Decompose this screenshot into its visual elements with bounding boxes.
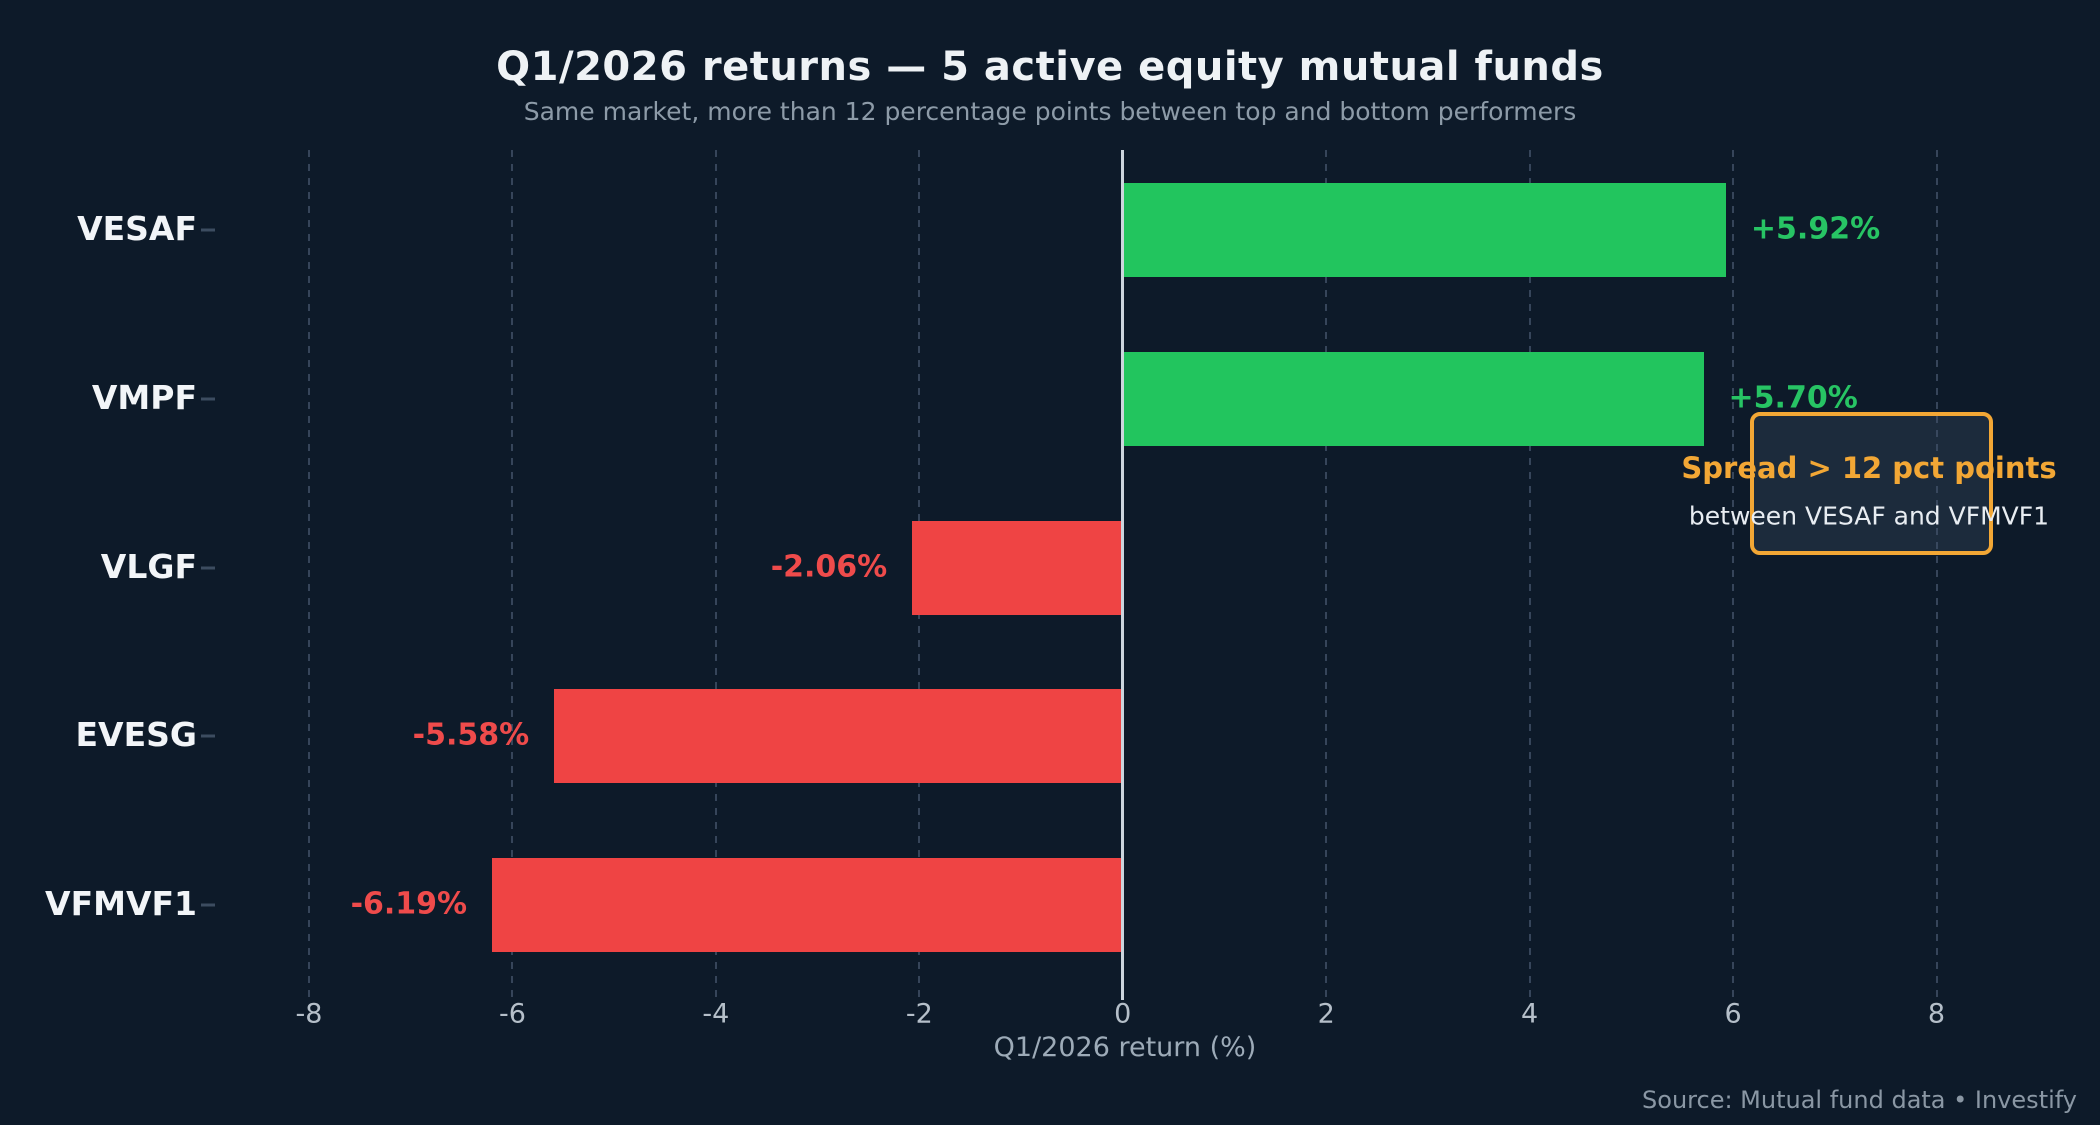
chart-subtitle: Same market, more than 12 percentage poi… xyxy=(523,97,1577,126)
annotation-box xyxy=(1750,412,1993,555)
gridline xyxy=(1732,150,1735,997)
gridline xyxy=(307,150,310,997)
value-label-vesaf: +5.92% xyxy=(1750,211,1881,247)
bar-vlgf xyxy=(911,520,1122,615)
x-tick-label: -8 xyxy=(295,998,323,1030)
y-tick-mark xyxy=(201,734,215,738)
bar-vfmvf1 xyxy=(491,858,1122,952)
x-tick-label: -4 xyxy=(702,998,730,1030)
x-tick-label: 0 xyxy=(1114,998,1132,1030)
value-label-vfmvf1: -6.19% xyxy=(350,886,468,922)
category-label-vfmvf1: VFMVF1 xyxy=(45,883,197,923)
annotation-subtext: between VESAF and VFMVF1 xyxy=(1688,501,2050,531)
gridline xyxy=(714,150,717,997)
value-label-vmpf: +5.70% xyxy=(1728,380,1858,416)
x-tick-label: -2 xyxy=(905,998,933,1030)
category-label-vmpf: VMPF xyxy=(91,377,197,417)
x-tick-label: 8 xyxy=(1927,998,1946,1030)
x-axis-label: Q1/2026 return (%) xyxy=(993,1032,1257,1063)
zero-axis-line xyxy=(1121,150,1125,1000)
category-label-evesg: EVESG xyxy=(75,715,197,755)
bar-vesaf xyxy=(1124,183,1727,277)
source-note: Source: Mutual fund data • Investify xyxy=(1642,1086,2077,1114)
gridline xyxy=(511,150,514,997)
gridline xyxy=(1325,150,1328,997)
y-tick-mark xyxy=(201,228,215,232)
y-tick-mark xyxy=(201,566,215,569)
value-label-evesg: -5.58% xyxy=(412,717,530,753)
value-label-vlgf: -2.06% xyxy=(770,548,888,584)
x-tick-label: 4 xyxy=(1521,998,1539,1030)
x-tick-label: 2 xyxy=(1317,998,1335,1030)
y-tick-mark xyxy=(201,397,215,401)
y-tick-mark xyxy=(201,903,215,907)
gridline xyxy=(1528,150,1531,997)
category-label-vesaf: VESAF xyxy=(77,208,197,248)
bar-evesg xyxy=(553,689,1122,784)
gridline xyxy=(1935,150,1938,997)
bar-vmpf xyxy=(1124,351,1705,446)
x-tick-label: 6 xyxy=(1724,998,1742,1030)
chart-title: Q1/2026 returns — 5 active equity mutual… xyxy=(496,44,1604,90)
category-label-vlgf: VLGF xyxy=(100,546,197,586)
annotation-headline: Spread > 12 pct points xyxy=(1681,451,2057,485)
x-tick-label: -6 xyxy=(498,998,526,1030)
